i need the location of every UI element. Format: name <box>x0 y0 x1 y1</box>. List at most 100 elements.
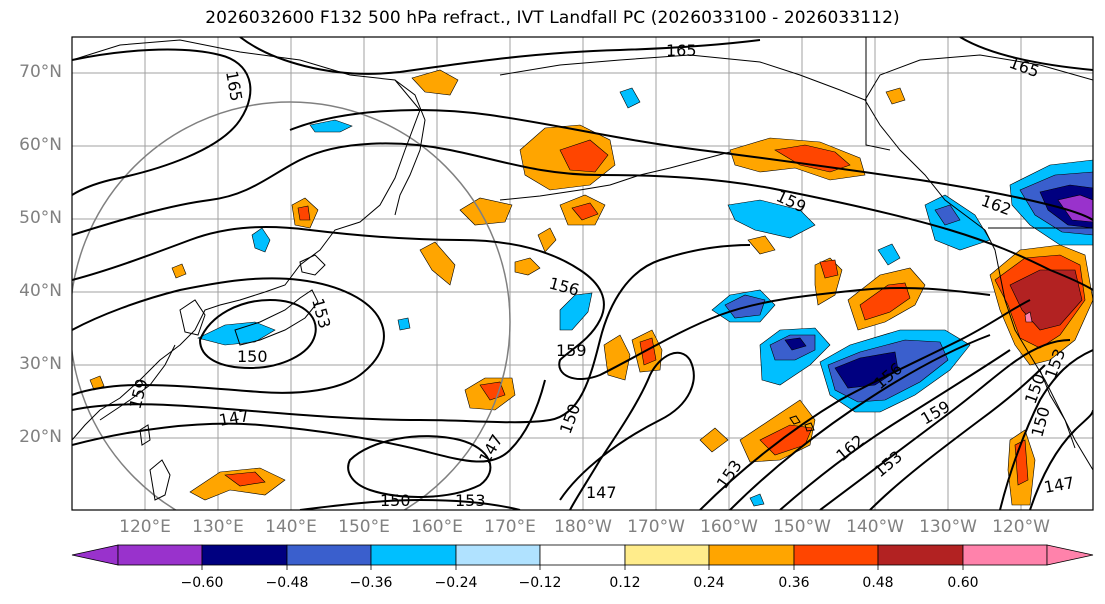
lon-label: 140°W <box>846 517 904 537</box>
positive-region <box>774 144 851 173</box>
aleutian-arc <box>499 151 731 201</box>
contour-label: 150 <box>237 347 268 366</box>
positive-region <box>459 197 513 226</box>
colorbar-bin <box>539 544 626 566</box>
lat-label-60n: 60°N <box>19 135 62 155</box>
contour-label: 165 <box>1007 53 1042 81</box>
alaska-border <box>865 37 891 151</box>
contour-label: 153 <box>308 296 334 330</box>
colorbar-extend-high <box>1046 544 1094 566</box>
positive-region <box>819 259 839 279</box>
contour-label: 159 <box>126 377 152 411</box>
positive-region <box>603 334 631 381</box>
contour-label: 165 <box>222 69 246 102</box>
contour-150b <box>72 244 751 424</box>
colorbar-tick-label: 0.12 <box>609 575 641 591</box>
lat-label-40n: 40°N <box>19 281 62 301</box>
taiwan-coast <box>139 424 151 446</box>
lon-label: 130°W <box>919 517 977 537</box>
na-west-coast <box>984 229 1093 471</box>
coastlines <box>72 37 1093 501</box>
alaska-coast <box>499 54 986 231</box>
positive-region <box>419 241 456 286</box>
lat-label-70n: 70°N <box>19 62 62 82</box>
contour-label: 162 <box>832 431 868 465</box>
positive-region <box>559 139 609 173</box>
contour-165-right <box>959 37 1093 71</box>
plot-frame <box>71 36 1094 511</box>
colorbar-tick-label: 0.36 <box>778 575 810 591</box>
lon-label: 130°E <box>192 517 244 537</box>
colorbar-tick-label: −0.36 <box>349 575 393 591</box>
positive-region <box>747 235 776 255</box>
lon-label: 150°E <box>338 517 390 537</box>
colorbar-bin <box>708 544 795 566</box>
positive-region <box>699 427 729 453</box>
contour-150d <box>999 349 1093 510</box>
colorbar-bin <box>201 544 288 566</box>
positive-region <box>89 375 105 391</box>
contour-162b <box>289 109 1093 221</box>
contour-147c <box>559 351 695 510</box>
contour-label: 147 <box>586 483 617 502</box>
colorbar-tick-label: 0.48 <box>862 575 894 591</box>
lon-label: 170°W <box>627 517 685 537</box>
hawaii-islands <box>789 415 815 432</box>
positive-region <box>1024 311 1033 323</box>
contour-159 <box>72 142 1093 291</box>
lon-label: 140°E <box>265 517 317 537</box>
lon-label: 170°E <box>484 517 536 537</box>
colorbar-tick-label: −0.48 <box>265 575 309 591</box>
positive-region <box>514 257 541 276</box>
positive-region <box>571 202 599 221</box>
contour-label: 147 <box>1042 473 1075 497</box>
contour-147b <box>347 435 492 498</box>
negative-region <box>934 204 961 226</box>
contour-150 <box>198 298 317 370</box>
lon-label: 180°W <box>554 517 612 537</box>
colorbar-tick-label: 0.60 <box>947 575 979 591</box>
contour-label: 153 <box>713 456 746 492</box>
map-title: 2026032600 F132 500 hPa refract., IVT La… <box>205 8 900 28</box>
contour-label: 159 <box>556 341 587 360</box>
contour-label: 150 <box>556 401 584 436</box>
positive-region <box>297 205 311 221</box>
contour-label: 150 <box>1028 405 1054 439</box>
positive-region <box>885 87 906 105</box>
colorbar-bin <box>877 544 964 566</box>
shaded-anomalies <box>89 69 1093 507</box>
lon-label: 120°E <box>119 517 171 537</box>
lon-label: 160°W <box>700 517 758 537</box>
colorbar-bin <box>286 544 372 566</box>
kamchatka-coast <box>394 79 426 216</box>
korea-coast <box>179 299 206 336</box>
contour-153c <box>869 364 1046 510</box>
colorbar-extend-low <box>71 544 119 566</box>
colorbar <box>71 544 1094 570</box>
colorbar-tick-label: −0.12 <box>518 575 562 591</box>
colorbar-bin <box>117 544 203 566</box>
colorbar-bin <box>624 544 710 566</box>
lat-label-20n: 20°N <box>19 427 62 447</box>
colorbar-tick-label: 0.24 <box>693 575 725 591</box>
negative-region <box>397 317 411 331</box>
lon-label: 150°W <box>773 517 831 537</box>
colorbar-tick-label: −0.24 <box>434 575 478 591</box>
negative-region <box>749 493 765 507</box>
contour-147 <box>72 379 546 463</box>
contour-165 <box>239 37 761 75</box>
negative-region <box>784 337 807 351</box>
lat-label-30n: 30°N <box>19 354 62 374</box>
japan-coast <box>234 289 319 346</box>
contour-label: 150 <box>380 491 411 510</box>
lon-label: 160°E <box>411 517 463 537</box>
asia-coast <box>72 39 421 441</box>
colorbar-bin <box>962 544 1048 566</box>
negative-region <box>309 119 353 133</box>
contour-label: 153 <box>455 491 486 510</box>
lat-label-50n: 50°N <box>19 208 62 228</box>
lon-label: 120°W <box>992 517 1050 537</box>
canada-coast <box>864 54 1093 101</box>
colorbar-bin <box>793 544 879 566</box>
